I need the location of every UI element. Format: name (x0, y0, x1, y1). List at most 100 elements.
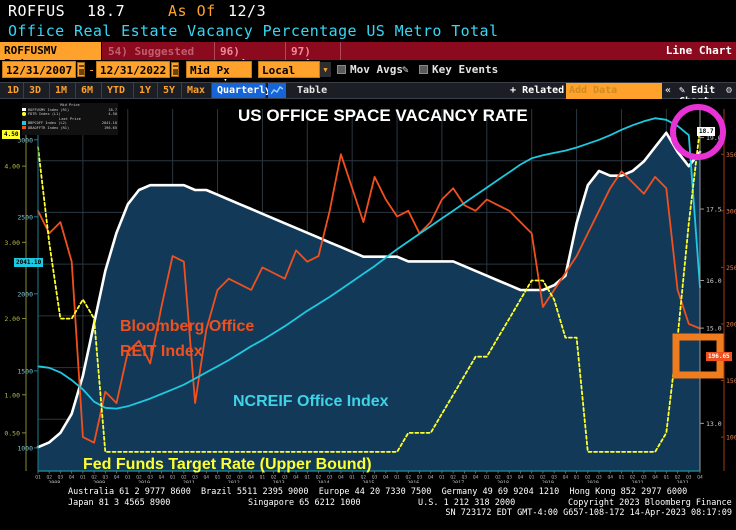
period-1d[interactable]: 1D (2, 83, 24, 98)
legend-axis: (R1) (60, 126, 70, 131)
x-tick-quarter: Q4 (697, 475, 703, 481)
x-tick-quarter: Q1 (619, 475, 625, 481)
x-tick-quarter: Q4 (607, 475, 613, 481)
x-tick-quarter: Q3 (192, 475, 198, 481)
security-header: ROFFUS 18.7 As Of 12/3 (0, 0, 736, 22)
x-tick-quarter: Q2 (316, 475, 322, 481)
x-tick-quarter: Q2 (450, 475, 456, 481)
table-button[interactable]: Table (297, 85, 328, 96)
collapse-icon[interactable]: « (665, 85, 672, 96)
footer-japan: Japan 81 3 4565 8900 (68, 498, 171, 508)
x-tick-quarter: Q4 (69, 475, 75, 481)
period-3d[interactable]: 3D (24, 83, 50, 98)
end-date-input[interactable]: 12/31/2022 (96, 61, 170, 78)
x-tick-quarter: Q4 (114, 475, 120, 481)
chart-svg: 0.50 1.00 2.00 3.00 4.00 1000 1500 2000 2500 3000… (4, 104, 736, 487)
period-5y[interactable]: 5Y (158, 83, 182, 98)
x-tick-quarter: Q1 (484, 475, 490, 481)
security-ticker: ROFFUS (8, 2, 66, 20)
period-6m[interactable]: 6M (76, 83, 102, 98)
pencil-icon: ✎ (679, 85, 686, 96)
chart-canvas[interactable]: 0.50 1.00 2.00 3.00 4.00 1000 1500 2000 2500 3000… (0, 99, 736, 487)
x-tick-quarter: Q1 (529, 475, 535, 481)
calendar-icon[interactable] (171, 62, 179, 77)
footer-session-info: SN 723172 EDT GMT-4:00 G657-108-172 14-A… (445, 508, 732, 518)
tick-label-fed: 0.50 (4, 429, 20, 437)
tick-label-reit: 150 (726, 377, 736, 385)
x-tick-quarter: Q1 (664, 475, 670, 481)
mov-avgs-checkbox[interactable] (337, 65, 346, 74)
key-events-checkbox[interactable] (419, 65, 428, 74)
x-tick-quarter: Q3 (327, 475, 333, 481)
x-tick-quarter: Q4 (248, 475, 254, 481)
tick-label-vacancy: 13.0 (706, 420, 722, 428)
add-data-input[interactable]: Add Data (566, 83, 662, 99)
suggested-charts-button[interactable]: 54) Suggested Charts (103, 42, 215, 71)
series-line-fdtr (37, 127, 701, 453)
currency-select[interactable]: Local CCY (258, 61, 320, 90)
mov-avgs-label: Mov Avgs (350, 63, 403, 76)
x-tick-quarter: Q4 (204, 475, 210, 481)
x-tick-quarter: Q3 (103, 475, 109, 481)
x-tick-year: 2013 (273, 481, 285, 484)
footer-copyright: Copyright 2023 Bloomberg Finance L.P. (568, 498, 732, 508)
pencil-icon[interactable]: ✎ (402, 63, 409, 76)
legend-row-roffusmv: ROFFUSMV Index (R1) 18.7 (22, 107, 118, 113)
chart-type-label: Line Chart (665, 44, 732, 57)
security-input[interactable]: ROFFUSMV Index (0, 42, 102, 70)
footer-singapore: Singapore 65 6212 1000 (248, 498, 361, 508)
edit-menu[interactable]: 97) Edit ▼ (286, 42, 341, 71)
tick-label-reit: 200 (726, 320, 736, 328)
start-date-input[interactable]: 12/31/2007 (2, 61, 76, 78)
legend-name: DBAOFFTR Index (28, 126, 59, 131)
x-tick-quarter: Q4 (563, 475, 569, 481)
legend-row-bbpcoff: BBPCOFF Index (L2) 2041.10 (22, 121, 118, 126)
chevron-down-icon[interactable]: ▼ (320, 62, 331, 77)
calendar-icon[interactable] (77, 62, 85, 77)
x-tick-quarter: Q4 (428, 475, 434, 481)
x-tick-year: 2014 (317, 481, 329, 484)
legend-last-price-title: Last Price (59, 116, 81, 121)
legend-row-fdtr: FDTR Index (L1) 4.50 (22, 112, 118, 117)
series-line-dbaofftr (37, 153, 701, 444)
x-tick-quarter: Q1 (439, 475, 445, 481)
related-data-button[interactable]: + Related Dat (510, 83, 588, 98)
tick-label-ncreif: 1500 (17, 367, 33, 375)
edit-number: 97) (291, 45, 311, 58)
tick-label-vacancy: 19.0 (706, 134, 722, 142)
x-tick-year: 2011 (183, 481, 195, 484)
legend-swatch-icon (22, 112, 26, 116)
x-tick-quarter: Q1 (260, 475, 266, 481)
annotation-fed-funds: Fed Funds Target Rate (Upper Bound) (83, 456, 372, 473)
x-tick-quarter: Q1 (305, 475, 311, 481)
interval-select[interactable]: Quarterly ▼ (212, 83, 271, 106)
legend-axis: (L2) (58, 121, 67, 126)
period-max[interactable]: Max (182, 83, 212, 98)
period-1m[interactable]: 1M (50, 83, 76, 98)
tick-label-fed: 3.00 (4, 239, 20, 247)
gear-icon[interactable]: ⚙ (726, 85, 733, 96)
legend-value: 2041.10 (101, 121, 117, 126)
legend-value: 4.50 (108, 112, 117, 117)
x-tick-quarter: Q4 (383, 475, 389, 481)
x-tick-quarter: Q3 (462, 475, 468, 481)
x-tick-year: 2016 (407, 481, 419, 484)
security-description: Office Real Estate Vacancy Percentage US… (8, 22, 499, 40)
actions-menu[interactable]: 96) Actions ▼ (215, 42, 286, 83)
period-ytd[interactable]: YTD (102, 83, 134, 98)
command-bar: ROFFUSMV Index 54) Suggested Charts 96) … (0, 42, 736, 83)
tick-label-ncreif: 2500 (17, 213, 33, 221)
x-tick-quarter: Q2 (675, 475, 681, 481)
x-tick-quarter: Q3 (686, 475, 692, 481)
x-tick-quarter: Q2 (181, 475, 187, 481)
annotation-reit-line1: Bloomberg Office (120, 318, 254, 335)
tick-label-fed: 4.00 (4, 163, 20, 171)
period-1y[interactable]: 1Y (134, 83, 158, 98)
price-type-select[interactable]: Mid Px (186, 61, 252, 78)
x-tick-quarter: Q3 (551, 475, 557, 481)
tick-label-ncreif: 3000 (17, 136, 33, 144)
legend-mid-price-title: Mid Price (60, 103, 80, 107)
x-tick-year: 2018 (497, 481, 509, 484)
chart-style-icon[interactable] (268, 83, 286, 98)
x-tick-quarter: Q2 (271, 475, 277, 481)
